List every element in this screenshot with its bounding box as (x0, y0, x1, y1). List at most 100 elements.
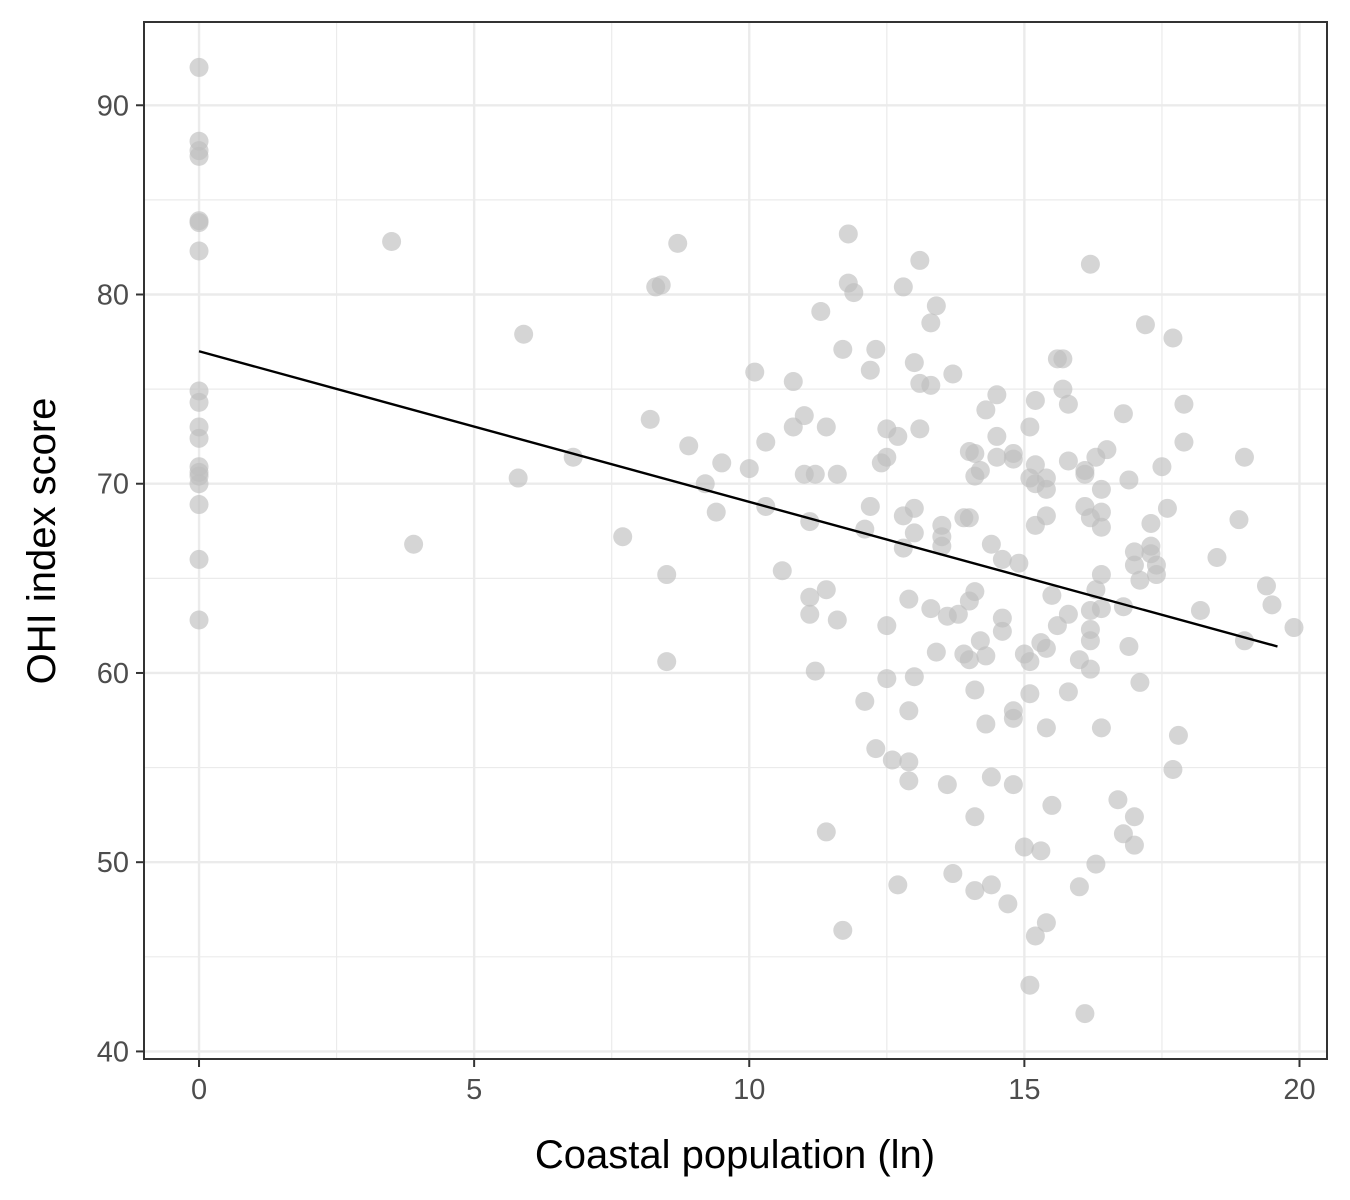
data-point (657, 565, 677, 585)
data-point (981, 534, 1001, 554)
x-tick-label: 10 (733, 1074, 765, 1106)
data-point (1075, 1004, 1095, 1024)
x-tick-label: 15 (1008, 1074, 1040, 1106)
data-point (976, 646, 996, 666)
data-point (860, 360, 880, 380)
data-point (899, 752, 919, 772)
data-point (1020, 417, 1040, 437)
data-point (965, 881, 985, 901)
data-point (921, 599, 941, 619)
data-point (1020, 975, 1040, 995)
data-point (943, 364, 963, 384)
data-point (1174, 394, 1194, 414)
data-point (877, 616, 897, 636)
data-point (805, 661, 825, 681)
data-point (959, 508, 979, 528)
data-point (833, 920, 853, 940)
data-point (932, 527, 952, 547)
data-point (1058, 394, 1078, 414)
y-tick-label: 80 (97, 279, 129, 311)
data-point (1124, 835, 1144, 855)
data-point (1124, 807, 1144, 827)
data-point (1091, 599, 1111, 619)
data-point (712, 453, 732, 473)
data-point (926, 296, 946, 316)
data-point (1080, 631, 1100, 651)
data-point (827, 464, 847, 484)
data-point (904, 498, 924, 518)
x-axis: 0 5 10 15 20 (191, 1059, 1316, 1106)
data-point (921, 375, 941, 395)
data-point (987, 447, 1007, 467)
x-tick-label: 0 (191, 1074, 207, 1106)
data-point (976, 714, 996, 734)
x-axis-title: Coastal population (ln) (535, 1133, 935, 1177)
data-point (1130, 672, 1150, 692)
data-point (1124, 555, 1144, 575)
data-point (1234, 631, 1254, 651)
data-point (998, 894, 1018, 914)
data-point (981, 767, 1001, 787)
data-point (1229, 510, 1249, 530)
y-tick-label: 60 (97, 658, 129, 690)
data-point (992, 621, 1012, 641)
data-point (811, 302, 831, 322)
data-point (899, 589, 919, 609)
data-point (970, 631, 990, 651)
data-point (668, 233, 688, 253)
data-point (855, 691, 875, 711)
data-point (1058, 682, 1078, 702)
y-tick-label: 70 (97, 469, 129, 501)
data-point (844, 283, 864, 303)
data-point (882, 750, 902, 770)
data-point (965, 443, 985, 463)
data-point (679, 436, 699, 456)
data-point (794, 406, 814, 426)
data-point (1157, 498, 1177, 518)
data-point (987, 426, 1007, 446)
data-point (1113, 404, 1133, 424)
data-point (888, 426, 908, 446)
data-point (382, 232, 402, 252)
data-point (189, 495, 209, 515)
y-tick-label: 40 (97, 1036, 129, 1068)
data-point (1031, 841, 1051, 861)
data-point (877, 447, 897, 467)
data-point (992, 549, 1012, 569)
data-point (657, 652, 677, 672)
data-point (800, 587, 820, 607)
data-point (1108, 790, 1128, 810)
data-point (965, 582, 985, 602)
data-point (1163, 759, 1183, 779)
data-point (833, 339, 853, 359)
y-tick-label: 50 (97, 847, 129, 879)
data-point (1091, 502, 1111, 522)
data-point (1036, 479, 1056, 499)
data-point (1036, 913, 1056, 933)
data-point (926, 642, 946, 662)
data-point (1080, 659, 1100, 679)
data-point (189, 146, 209, 166)
data-point (1262, 595, 1282, 615)
data-point (756, 432, 776, 452)
data-point (1075, 464, 1095, 484)
data-point (899, 771, 919, 791)
data-point (514, 324, 534, 344)
data-point (1119, 470, 1139, 490)
data-point (1091, 517, 1111, 537)
data-point (816, 417, 836, 437)
data-point (1130, 570, 1150, 590)
data-point (904, 353, 924, 373)
y-axis-title: OHI index score (20, 398, 64, 685)
data-point (1042, 795, 1062, 815)
data-point (1036, 718, 1056, 738)
data-point (1135, 315, 1155, 335)
data-point (189, 474, 209, 494)
data-point (508, 468, 528, 488)
data-point (1146, 565, 1166, 585)
data-point (189, 241, 209, 261)
data-point (651, 275, 671, 295)
data-point (976, 400, 996, 420)
data-point (948, 604, 968, 624)
